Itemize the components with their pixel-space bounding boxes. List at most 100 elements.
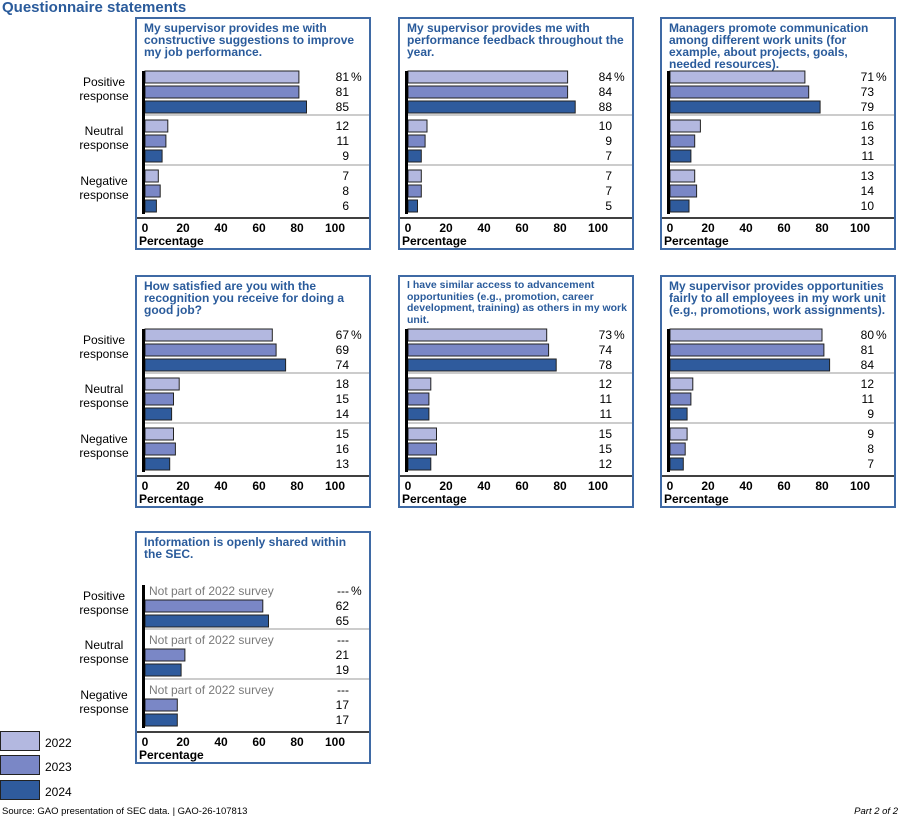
x-tick-label: 80 — [553, 479, 567, 493]
chart-title: How satisfied are you with the recogniti… — [144, 279, 345, 317]
row-label: Positive response — [79, 333, 129, 361]
y-axis-baseline — [142, 585, 145, 728]
bar-value-label: 5 — [605, 199, 612, 213]
x-axis-title: Percentage — [664, 234, 729, 248]
x-tick-label: 60 — [515, 221, 529, 235]
x-tick-label: 40 — [477, 221, 491, 235]
chart-panel-3: Managers promote communication among dif… — [660, 17, 896, 250]
x-tick-label: 80 — [290, 221, 304, 235]
x-tick-label: 100 — [325, 479, 345, 493]
bar-2022 — [144, 119, 169, 133]
bar-2023 — [144, 343, 277, 357]
bar-value-label: 12 — [336, 119, 350, 133]
legend-swatch-2023 — [0, 755, 40, 775]
source-note: Source: GAO presentation of SEC data. | … — [2, 806, 248, 817]
missing-note: Not part of 2022 survey — [149, 633, 274, 647]
bar-value-label: 11 — [600, 407, 613, 421]
bar-value-label: 84 — [861, 358, 875, 372]
bar-2024 — [144, 713, 178, 727]
x-tick-label: 100 — [588, 221, 608, 235]
chart-title: Information is openly shared within the … — [144, 535, 347, 561]
bar-value-label: 85 — [336, 100, 350, 114]
bar-2023 — [669, 134, 696, 148]
x-tick-label: 60 — [515, 479, 529, 493]
y-axis-baseline — [142, 329, 145, 472]
bar-value-label: 15 — [336, 392, 350, 406]
x-tick-label: 0 — [667, 479, 674, 493]
percent-unit: % — [351, 584, 362, 598]
bar-value-label: 74 — [599, 343, 613, 357]
bar-2022 — [407, 427, 437, 441]
bar-2024 — [144, 358, 287, 372]
bar-2023 — [144, 85, 300, 99]
percent-unit: % — [876, 70, 887, 84]
x-tick-label: 80 — [290, 479, 304, 493]
bar-2024 — [669, 199, 690, 213]
x-tick-label: 40 — [214, 479, 228, 493]
x-axis-title: Percentage — [402, 492, 467, 506]
row-label: Negative response — [79, 174, 129, 202]
bar-2023 — [144, 442, 176, 456]
x-tick-label: 20 — [439, 221, 453, 235]
bar-value-label: 12 — [599, 377, 613, 391]
chart-panel-5: I have similar access to advancement opp… — [398, 275, 634, 508]
bar-2024 — [669, 358, 831, 372]
page-heading: Questionnaire statements — [2, 0, 187, 16]
bar-2024 — [407, 407, 430, 421]
bar-value-label: 21 — [336, 648, 350, 662]
bar-2024 — [144, 457, 171, 471]
x-tick-label: 60 — [252, 221, 266, 235]
x-tick-label: 40 — [214, 735, 228, 749]
legend-label-2022: 2022 — [45, 736, 72, 750]
missing-note: Not part of 2022 survey — [149, 683, 274, 697]
y-axis-baseline — [405, 329, 408, 472]
bar-value-label: 78 — [599, 358, 613, 372]
bar-2024 — [144, 149, 163, 163]
bar-value-label: 81 — [336, 70, 350, 84]
bar-2024 — [144, 407, 173, 421]
x-tick-label: 40 — [477, 479, 491, 493]
bar-2023 — [407, 392, 430, 406]
bar-2022 — [669, 119, 701, 133]
bar-2024 — [669, 407, 688, 421]
row-label: Neutral response — [79, 124, 129, 152]
bar-2022 — [669, 377, 694, 391]
bar-value-label: 17 — [336, 713, 350, 727]
bar-value-label: 84 — [599, 70, 613, 84]
bar-2023 — [669, 343, 825, 357]
x-tick-label: 0 — [142, 479, 149, 493]
x-tick-label: 60 — [777, 479, 791, 493]
bar-value-label: 14 — [336, 407, 350, 421]
missing-note: Not part of 2022 survey — [149, 584, 274, 598]
chart-title: Managers promote communication among dif… — [669, 21, 869, 71]
bar-value-label: 7 — [342, 169, 349, 183]
bar-value-label: 84 — [599, 85, 613, 99]
chart-title: My supervisor provides me with performan… — [407, 21, 624, 59]
bar-2024 — [407, 358, 557, 372]
x-axis-title: Percentage — [139, 492, 204, 506]
bar-value-label: 12 — [599, 457, 613, 471]
x-tick-label: 20 — [701, 479, 715, 493]
row-label: Neutral response — [79, 638, 129, 666]
y-axis-baseline — [667, 329, 670, 472]
x-tick-label: 60 — [252, 479, 266, 493]
x-tick-label: 100 — [850, 221, 870, 235]
bar-2022 — [144, 377, 180, 391]
x-tick-label: 40 — [739, 221, 753, 235]
bar-value-label: 74 — [336, 358, 350, 372]
percent-unit: % — [351, 70, 362, 84]
bar-value-label: 16 — [861, 119, 875, 133]
bar-value-label: --- — [337, 683, 349, 697]
bar-2024 — [144, 100, 307, 114]
bar-value-label: 7 — [605, 184, 612, 198]
row-label: Negative response — [79, 688, 129, 716]
x-axis-title: Percentage — [664, 492, 729, 506]
row-label: Negative response — [79, 432, 129, 460]
bar-2024 — [144, 614, 269, 628]
